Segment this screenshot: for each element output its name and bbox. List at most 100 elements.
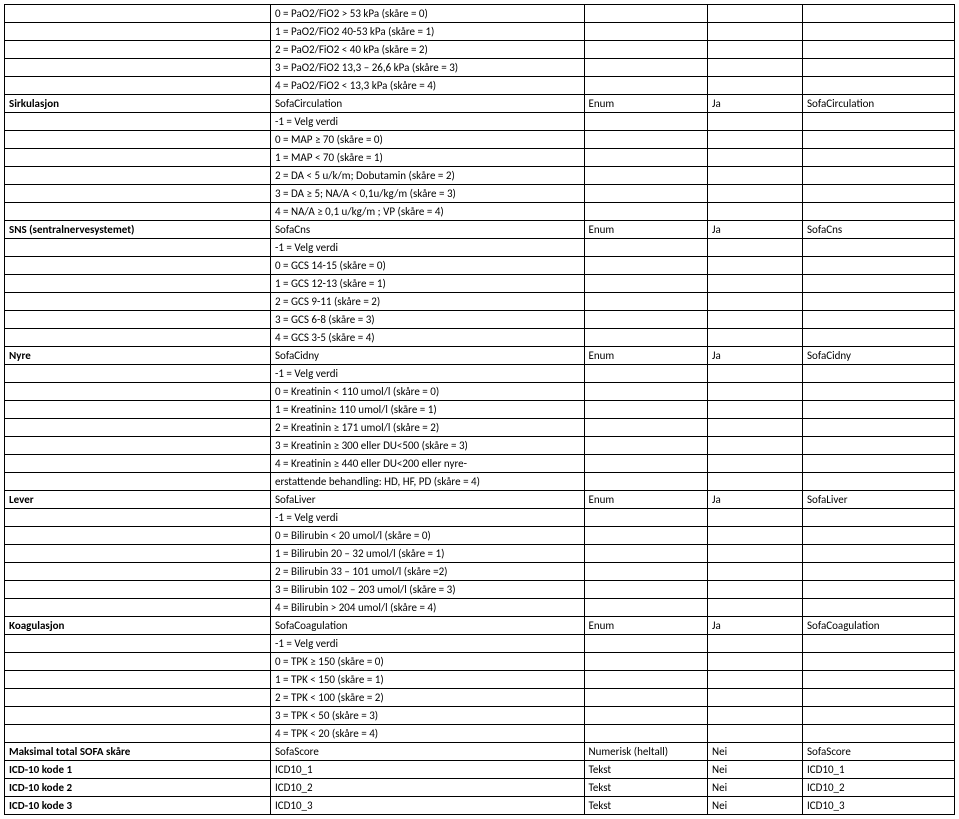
- cell-flag: [708, 59, 803, 77]
- cell-flag: [708, 545, 803, 563]
- cell-value: 3 = Bilirubin 102 – 203 umol/l (skåre = …: [271, 581, 585, 599]
- cell-flag: [708, 671, 803, 689]
- cell-label: Maksimal total SOFA skåre: [5, 743, 271, 761]
- cell-value: 2 = Kreatinin ≥ 171 umol/l (skåre = 2): [271, 419, 585, 437]
- cell-value: 2 = GCS 9-11 (skåre = 2): [271, 293, 585, 311]
- cell-type: [584, 257, 708, 275]
- cell-flag: [708, 563, 803, 581]
- cell-flag: [708, 509, 803, 527]
- cell-value: SofaCirculation: [271, 95, 585, 113]
- cell-label: Koagulasjon: [5, 617, 271, 635]
- cell-flag: Nei: [708, 761, 803, 779]
- cell-flag: [708, 599, 803, 617]
- table-row: 2 = PaO2/FiO2 < 40 kPa (skåre = 2): [5, 41, 955, 59]
- cell-type: [584, 149, 708, 167]
- cell-type: [584, 563, 708, 581]
- cell-value: 1 = MAP < 70 (skåre = 1): [271, 149, 585, 167]
- cell-type: [584, 635, 708, 653]
- cell-code: [803, 437, 955, 455]
- cell-code: [803, 671, 955, 689]
- cell-type: [584, 527, 708, 545]
- cell-type: [584, 437, 708, 455]
- table-row: erstattende behandling: HD, HF, PD (skår…: [5, 473, 955, 491]
- table-row: 3 = PaO2/FiO2 13,3 – 26,6 kPa (skåre = 3…: [5, 59, 955, 77]
- table-row: 4 = PaO2/FiO2 < 13,3 kPa (skåre = 4): [5, 77, 955, 95]
- cell-label: [5, 689, 271, 707]
- cell-flag: [708, 527, 803, 545]
- cell-type: [584, 203, 708, 221]
- cell-flag: [708, 707, 803, 725]
- cell-code: [803, 545, 955, 563]
- cell-label: [5, 653, 271, 671]
- cell-value: ICD10_2: [271, 779, 585, 797]
- cell-flag: [708, 239, 803, 257]
- cell-value: 4 = TPK < 20 (skåre = 4): [271, 725, 585, 743]
- table-row: 0 = PaO2/FiO2 > 53 kPa (skåre = 0): [5, 5, 955, 23]
- cell-type: [584, 23, 708, 41]
- cell-type: [584, 599, 708, 617]
- table-row: 3 = DA ≥ 5; NA/A < 0,1u/kg/m (skåre = 3): [5, 185, 955, 203]
- cell-code: [803, 275, 955, 293]
- cell-flag: Nei: [708, 779, 803, 797]
- cell-label: [5, 113, 271, 131]
- cell-type: [584, 401, 708, 419]
- table-row: -1 = Velg verdi: [5, 113, 955, 131]
- cell-value: ICD10_1: [271, 761, 585, 779]
- table-row: -1 = Velg verdi: [5, 365, 955, 383]
- cell-code: [803, 653, 955, 671]
- cell-type: [584, 545, 708, 563]
- cell-type: [584, 293, 708, 311]
- cell-value: SofaCidny: [271, 347, 585, 365]
- cell-code: [803, 41, 955, 59]
- cell-label: [5, 5, 271, 23]
- table-row: 3 = TPK < 50 (skåre = 3): [5, 707, 955, 725]
- cell-code: [803, 383, 955, 401]
- cell-code: ICD10_3: [803, 797, 955, 815]
- cell-code: [803, 131, 955, 149]
- cell-type: [584, 275, 708, 293]
- table-row: Maksimal total SOFA skåreSofaScoreNumeri…: [5, 743, 955, 761]
- cell-type: [584, 725, 708, 743]
- cell-code: [803, 635, 955, 653]
- cell-label: [5, 725, 271, 743]
- cell-value: 0 = PaO2/FiO2 > 53 kPa (skåre = 0): [271, 5, 585, 23]
- table-row: ICD-10 kode 1ICD10_1TekstNeiICD10_1: [5, 761, 955, 779]
- table-row: 2 = Bilirubin 33 – 101 umol/l (skåre =2): [5, 563, 955, 581]
- cell-code: [803, 581, 955, 599]
- table-row: 0 = Bilirubin < 20 umol/l (skåre = 0): [5, 527, 955, 545]
- cell-label: [5, 635, 271, 653]
- cell-label: [5, 185, 271, 203]
- cell-code: [803, 473, 955, 491]
- cell-type: [584, 59, 708, 77]
- table-row: 1 = GCS 12-13 (skåre = 1): [5, 275, 955, 293]
- cell-label: ICD-10 kode 3: [5, 797, 271, 815]
- cell-type: [584, 365, 708, 383]
- cell-code: [803, 509, 955, 527]
- cell-type: Tekst: [584, 797, 708, 815]
- cell-code: [803, 293, 955, 311]
- table-row: 3 = Kreatinin ≥ 300 eller DU<500 (skåre …: [5, 437, 955, 455]
- cell-label: [5, 167, 271, 185]
- cell-value: 1 = Bilirubin 20 – 32 umol/l (skåre = 1): [271, 545, 585, 563]
- cell-type: [584, 311, 708, 329]
- cell-value: 1 = GCS 12-13 (skåre = 1): [271, 275, 585, 293]
- cell-flag: [708, 23, 803, 41]
- table-row: -1 = Velg verdi: [5, 239, 955, 257]
- cell-code: [803, 401, 955, 419]
- table-row: ICD-10 kode 3ICD10_3TekstNeiICD10_3: [5, 797, 955, 815]
- cell-flag: [708, 113, 803, 131]
- cell-type: [584, 509, 708, 527]
- cell-value: 4 = GCS 3-5 (skåre = 4): [271, 329, 585, 347]
- cell-label: [5, 59, 271, 77]
- table-row: LeverSofaLiverEnumJaSofaLiver: [5, 491, 955, 509]
- cell-value: 1 = PaO2/FiO2 40-53 kPa (skåre = 1): [271, 23, 585, 41]
- cell-label: [5, 365, 271, 383]
- cell-value: -1 = Velg verdi: [271, 365, 585, 383]
- cell-label: [5, 545, 271, 563]
- cell-label: SNS (sentralnervesystemet): [5, 221, 271, 239]
- cell-flag: Ja: [708, 221, 803, 239]
- cell-type: [584, 113, 708, 131]
- table-row: 4 = TPK < 20 (skåre = 4): [5, 725, 955, 743]
- cell-code: [803, 527, 955, 545]
- cell-flag: [708, 455, 803, 473]
